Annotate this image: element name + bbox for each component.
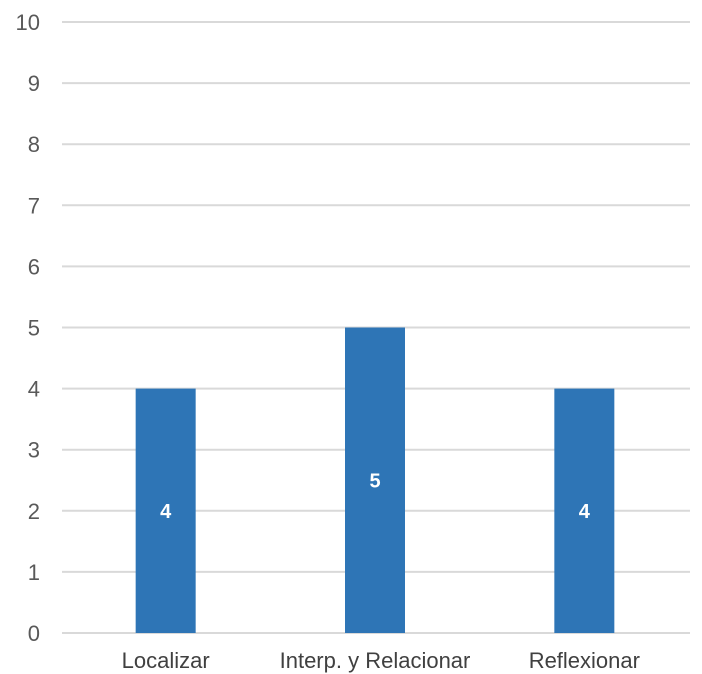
- y-tick-label-4: 4: [28, 377, 40, 402]
- y-tick-label-8: 8: [28, 132, 40, 157]
- y-tick-label-10: 10: [16, 10, 40, 35]
- x-category-label-2: Reflexionar: [529, 648, 640, 673]
- bar-interp-y-relacionar: [345, 327, 405, 633]
- y-tick-label-9: 9: [28, 71, 40, 96]
- x-axis-categories: Localizar Interp. y Relacionar Reflexionar: [122, 648, 640, 673]
- y-tick-label-1: 1: [28, 560, 40, 585]
- data-label-0: 4: [160, 501, 172, 523]
- data-label-2: 4: [579, 501, 591, 523]
- x-category-label-0: Localizar: [122, 648, 210, 673]
- data-labels: 4 5 4: [160, 470, 591, 523]
- x-category-label-1: Interp. y Relacionar: [280, 648, 471, 673]
- y-tick-label-6: 6: [28, 254, 40, 279]
- y-tick-label-0: 0: [28, 621, 40, 646]
- bar-localizar: [135, 388, 196, 633]
- y-tick-label-2: 2: [28, 499, 40, 524]
- y-tick-label-5: 5: [28, 316, 40, 341]
- data-label-1: 5: [369, 470, 380, 492]
- y-tick-label-3: 3: [28, 438, 40, 463]
- y-tick-label-7: 7: [28, 193, 40, 218]
- bars: [135, 327, 615, 633]
- y-axis-ticks: 0 1 2 3 4 5 6 7 8 9 10: [16, 10, 40, 646]
- bar-reflexionar: [554, 388, 615, 633]
